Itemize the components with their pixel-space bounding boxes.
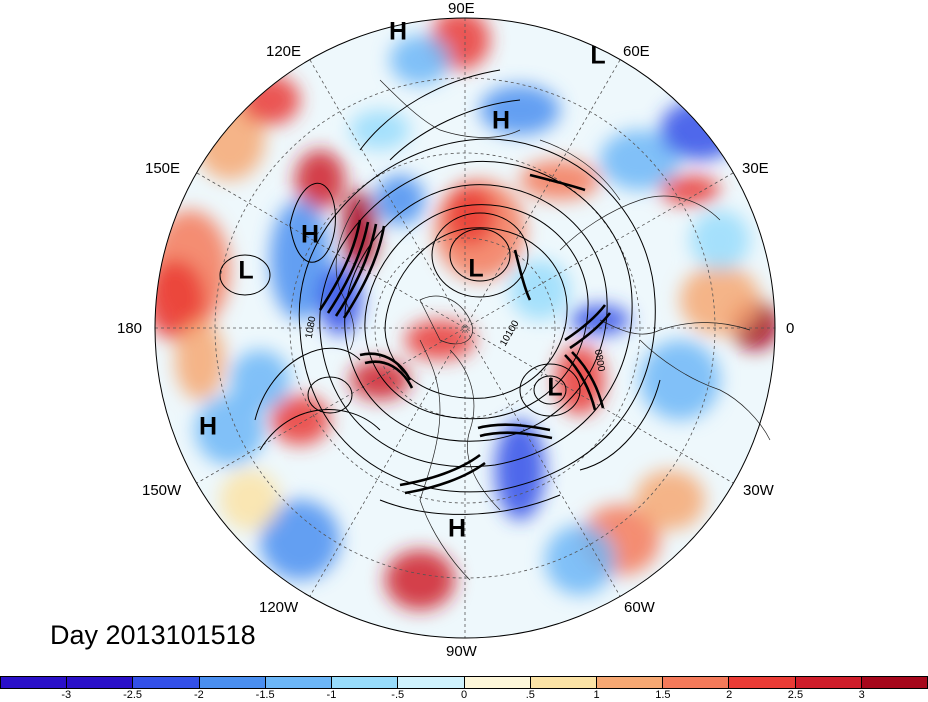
colorbar-tick-label: 1.5 [655,689,671,701]
anomaly-patch [220,470,280,530]
high-pressure-marker: H [447,514,467,543]
lon-label-150w: 150W [142,482,182,499]
lon-label-180: 180 [117,320,143,337]
anomaly-patch [545,525,615,595]
high-pressure-marker: H [198,412,218,441]
anomaly-patch [600,130,680,190]
anomaly-field [155,18,775,638]
date-title: Day 2013101518 [50,620,256,650]
polar-stereographic-map [154,17,776,639]
anomaly-patch [660,175,720,205]
anomaly-patch [240,75,300,125]
anomaly-patch [390,35,450,85]
colorbar-tick-label: 1 [593,689,600,701]
lon-label-60w: 60W [624,599,655,616]
high-pressure-marker: H [491,106,511,135]
colorbar-tick-label: -2.5 [123,689,143,701]
lon-label-120w: 120W [259,599,299,616]
colorbar-swatch [1,677,68,688]
low-pressure-marker: L [238,256,254,285]
anomaly-patch [155,260,205,340]
colorbar-tick-label: -2 [193,689,204,701]
colorbar-tick-label: .5 [525,689,535,701]
anomaly-patch [635,470,705,530]
lon-label-30e: 30E [742,160,769,177]
colorbar-swatch [398,677,465,688]
anomaly-patch [690,210,750,270]
anomaly-patch [510,260,570,320]
anomaly-patch [660,100,740,160]
colorbar-swatch [133,677,200,688]
anomaly-patch [385,550,455,610]
anomaly-patch [375,175,425,225]
colorbar [0,676,928,689]
colorbar-swatch [332,677,399,688]
lon-label-120e: 120E [266,43,302,60]
low-pressure-marker: L [590,41,606,70]
anomaly-patch [230,350,290,410]
anomaly-patch [445,185,495,245]
anomaly-patch [260,500,340,580]
colorbar-swatch [861,677,928,688]
colorbar-swatch [67,677,134,688]
anomaly-patch [270,200,330,320]
colorbar-swatch [265,677,333,688]
colorbar-swatch [729,677,796,688]
colorbar-tick-label: 0 [460,689,468,701]
graticule [155,18,775,638]
lon-label-0: 0 [786,320,795,337]
colorbar-tick-label: -1.5 [255,689,275,701]
colorbar-swatch [464,677,531,688]
anomaly-patch [175,320,225,400]
low-pressure-marker: L [547,373,563,402]
colorbar-swatch [795,677,862,688]
lon-label-30w: 30W [743,482,774,499]
anomaly-patch [480,85,560,135]
anomaly-patch [195,395,265,465]
colorbar-tick-label: -1 [326,689,337,701]
anomaly-patch [350,110,410,150]
colorbar-tick-label: 3 [858,689,865,701]
anomaly-patch [680,265,760,335]
coastlines [335,79,771,581]
high-pressure-marker: H [300,220,320,249]
geopotential-contours [219,69,661,515]
colorbar-tick-label: -3 [61,689,72,701]
lon-label-150e: 150E [145,160,181,177]
high-pressure-marker: H [388,17,408,46]
lon-label-90e: 90E [448,0,475,17]
colorbar-swatch [199,677,266,688]
colorbar-tick-label: -.5 [391,689,405,701]
anomaly-patch [295,150,345,210]
colorbar-tick-label: 2.5 [787,689,804,701]
anomaly-patch [640,340,720,420]
colorbar-tick-label: 2 [726,689,733,701]
lon-label-60e: 60E [623,43,650,60]
jet-contours [318,173,612,495]
lon-label-90w: 90W [446,643,477,660]
colorbar-swatch [596,677,664,688]
colorbar-labels: -3 -2.5 -2 -1.5 -1 -.5 0 .5 1 1.5 2 2.5 3 [0,689,928,702]
colorbar-swatch [663,677,730,688]
colorbar-swatch [530,677,597,688]
low-pressure-marker: L [468,254,484,283]
